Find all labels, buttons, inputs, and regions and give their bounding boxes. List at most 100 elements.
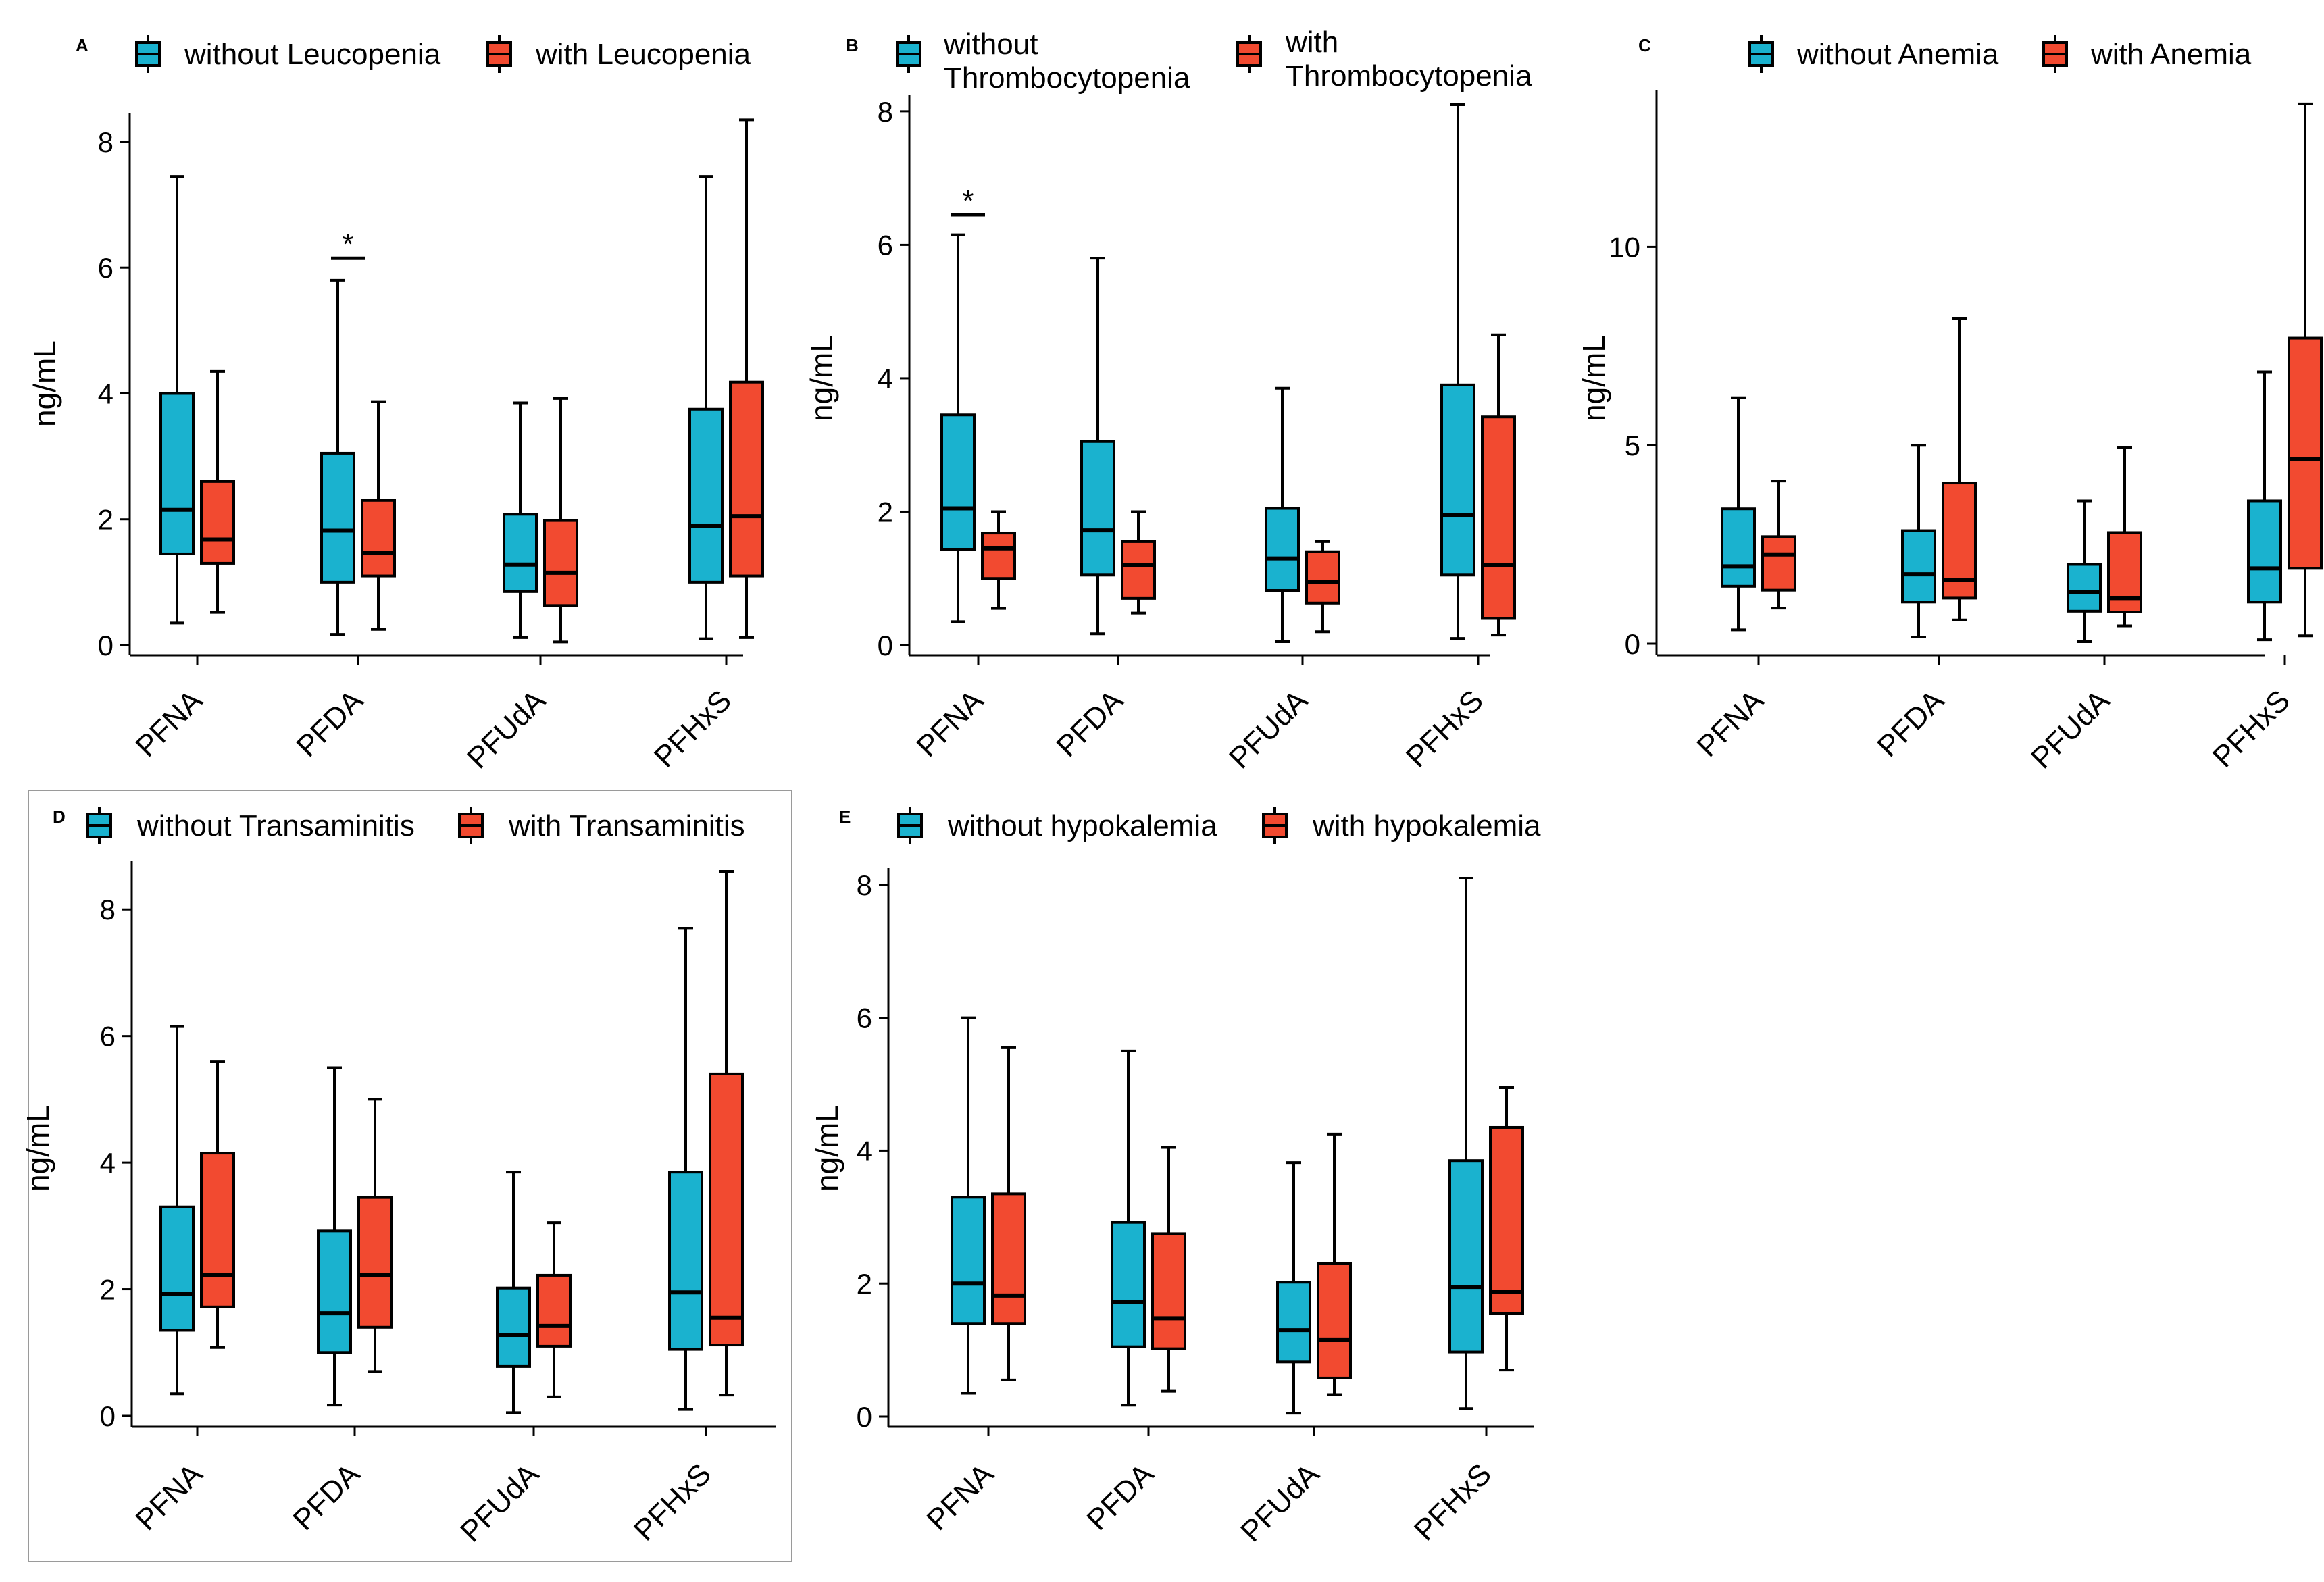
iqr-box	[1489, 1125, 1524, 1315]
iqr-box	[503, 513, 538, 593]
significance-star: *	[962, 184, 974, 218]
iqr-box	[1448, 1159, 1484, 1354]
legend-label: without Anemia	[1796, 38, 1999, 71]
box-with-pfhxs	[729, 118, 764, 639]
y-tick-label: 4	[98, 378, 113, 409]
legend-key-with	[1262, 807, 1288, 844]
legend-label-line: Thrombocytopenia	[1286, 59, 1532, 93]
y-tick-label: 0	[1625, 628, 1640, 660]
x-tick-label: PFDA	[1871, 684, 1950, 763]
box-without-pfuda	[496, 1171, 531, 1414]
box-without-pfda	[1901, 444, 1936, 639]
box-without-pfuda	[503, 401, 538, 639]
legend-label: with Anemia	[2090, 38, 2252, 71]
legend-label: without Leucopenia	[184, 38, 441, 71]
iqr-box	[320, 451, 355, 584]
iqr-box	[709, 1072, 744, 1347]
legend-label: with Leucopenia	[535, 38, 751, 71]
x-tick-label: PFUdA	[1234, 1457, 1325, 1548]
y-tick-label: 8	[878, 96, 893, 128]
legend-key-with	[1236, 35, 1262, 73]
legend-label-line: Thrombocytopenia	[944, 61, 1190, 95]
box-without-pfna	[159, 175, 195, 625]
iqr-box	[200, 480, 235, 565]
legend-key-with	[486, 35, 512, 73]
y-tick-label: 2	[878, 496, 893, 528]
iqr-box	[729, 380, 764, 578]
box-without-pfda	[1111, 1049, 1146, 1407]
box-without-pfhxs	[688, 175, 724, 640]
iqr-box	[1121, 540, 1156, 600]
y-axis-title: ng/mL	[1576, 335, 1611, 422]
box-with-pfna	[1761, 480, 1796, 610]
iqr-box	[496, 1286, 531, 1368]
y-tick-label: 0	[857, 1401, 872, 1433]
iqr-box	[536, 1273, 572, 1348]
legend-label: with hypokalemia	[1312, 809, 1541, 842]
iqr-box	[991, 1192, 1026, 1325]
x-tick-label: PFHxS	[2206, 684, 2296, 773]
box-with-pfhxs	[2288, 102, 2323, 638]
iqr-box	[1276, 1281, 1311, 1364]
iqr-box	[951, 1196, 986, 1325]
iqr-box	[159, 392, 195, 555]
box-with-pfuda	[543, 397, 578, 644]
box-with-pfda	[1151, 1146, 1186, 1393]
y-tick-label: 4	[878, 363, 893, 394]
legend-label: with Thrombocytopenia	[1285, 26, 1532, 93]
box-without-pfda	[317, 1066, 352, 1407]
iqr-box	[940, 413, 976, 551]
iqr-box	[668, 1171, 703, 1351]
y-tick-label: 8	[98, 126, 113, 158]
legend-key-without	[86, 807, 112, 844]
legend-key-with	[458, 807, 484, 844]
box-without-pfna	[951, 1016, 986, 1395]
x-tick-label: PFNA	[920, 1457, 1000, 1537]
x-tick-label: PFUdA	[461, 684, 552, 775]
iqr-box	[1761, 535, 1796, 592]
x-tick-label: PFDA	[1080, 1457, 1160, 1537]
x-tick-label: PFUdA	[1223, 684, 1314, 775]
box-without-pfhxs	[668, 927, 703, 1411]
iqr-box	[159, 1205, 195, 1332]
panel-d-border	[28, 790, 792, 1562]
panel-letter: A	[76, 35, 89, 55]
y-tick-label: 6	[100, 1021, 116, 1052]
box-with-pfhxs	[1489, 1086, 1524, 1372]
y-tick-label: 0	[100, 1400, 116, 1432]
x-tick-label: PFHxS	[1408, 1457, 1498, 1547]
x-tick-label: PFHxS	[648, 684, 738, 773]
legend-key-without	[135, 35, 161, 73]
panel-letter: C	[1638, 35, 1651, 55]
box-with-pfda	[1942, 317, 1977, 621]
box-with-pfuda	[1317, 1132, 1352, 1396]
y-tick-label: 6	[878, 229, 893, 261]
box-without-pfhxs	[1448, 877, 1484, 1410]
box-with-pfuda	[536, 1221, 572, 1398]
x-tick-label: PFNA	[129, 1457, 209, 1537]
y-tick-label: 5	[1625, 430, 1640, 461]
iqr-box	[1901, 529, 1936, 604]
iqr-box	[688, 407, 724, 584]
x-tick-label: PFUdA	[454, 1457, 545, 1548]
iqr-box	[317, 1229, 352, 1354]
x-tick-label: PFNA	[1690, 684, 1770, 763]
y-tick-label: 0	[98, 630, 113, 661]
x-tick-label: PFNA	[910, 684, 990, 763]
x-tick-label: PFDA	[1050, 684, 1130, 763]
y-tick-label: 2	[100, 1274, 116, 1306]
y-tick-label: 6	[98, 252, 113, 284]
iqr-box	[1151, 1232, 1186, 1350]
box-with-pfhxs	[709, 870, 744, 1397]
iqr-box	[1080, 440, 1115, 577]
box-with-pfuda	[1305, 540, 1340, 634]
y-tick-label: 8	[100, 894, 116, 925]
box-with-pfda	[361, 400, 396, 631]
x-tick-label: PFNA	[129, 684, 209, 763]
legend-key-without	[1748, 35, 1774, 73]
box-with-pfuda	[2107, 446, 2142, 628]
y-axis-title: ng/mL	[20, 1105, 55, 1192]
iqr-box	[1721, 507, 1756, 588]
